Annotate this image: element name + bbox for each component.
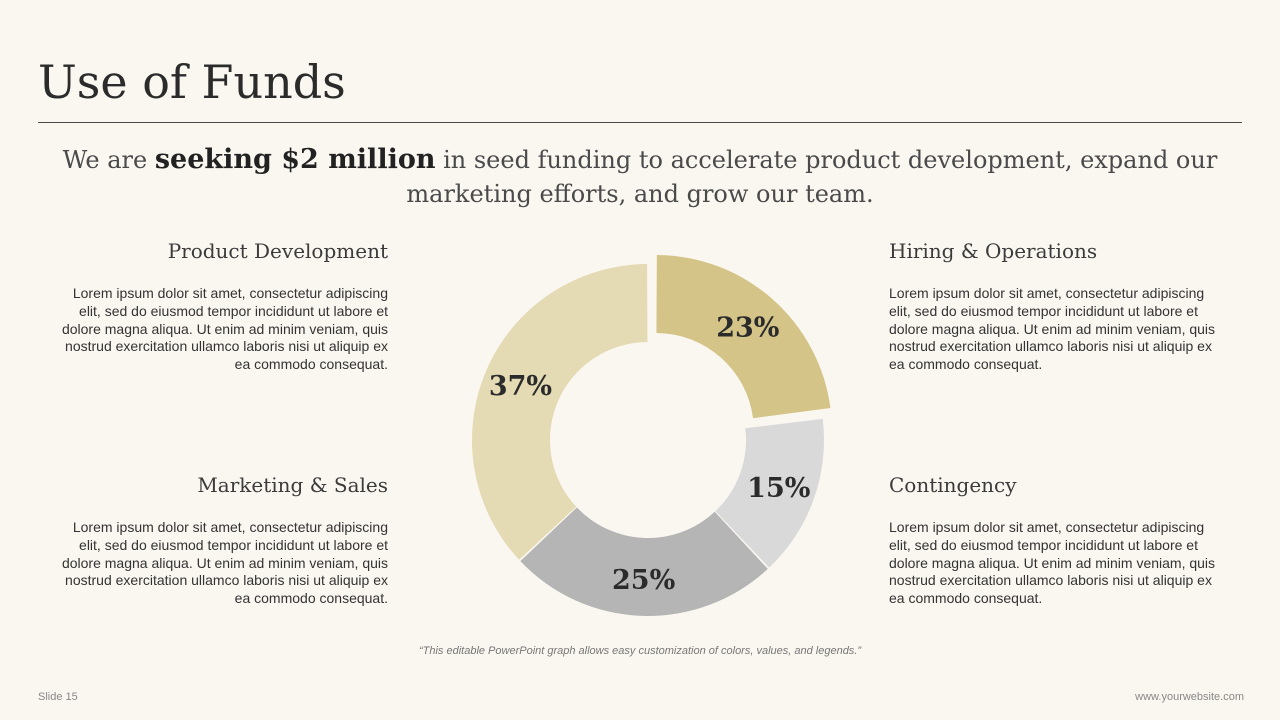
donut-label-3: 25%: [612, 565, 675, 596]
category-heading: Marketing & Sales: [197, 473, 388, 497]
intro-suffix: in seed funding to accelerate product de…: [406, 146, 1218, 208]
intro-text: We are seeking $2 million in seed fundin…: [60, 143, 1220, 211]
category-heading: Contingency: [889, 473, 1017, 497]
donut-chart: 23% 15% 25% 37%: [472, 255, 831, 616]
intro-prefix: We are: [62, 146, 155, 174]
category-heading: Product Development: [167, 239, 388, 263]
donut-slice-4: [472, 264, 648, 560]
slide-number: Slide 15: [38, 691, 78, 703]
slide-title: Use of Funds: [38, 55, 346, 109]
category-description: Lorem ipsum dolor sit amet, consectetur …: [889, 285, 1216, 373]
category-marketing-sales: Marketing & Sales Lorem ipsum dolor sit …: [58, 473, 388, 608]
category-hiring-operations: Hiring & Operations Lorem ipsum dolor si…: [889, 239, 1219, 374]
title-divider: [38, 122, 1242, 123]
category-description: Lorem ipsum dolor sit amet, consectetur …: [889, 519, 1216, 607]
donut-label-2: 15%: [747, 473, 810, 504]
category-contingency: Contingency Lorem ipsum dolor sit amet, …: [889, 473, 1219, 608]
category-description: Lorem ipsum dolor sit amet, consectetur …: [61, 519, 388, 607]
chart-note: “This editable PowerPoint graph allows e…: [418, 645, 862, 657]
donut-slice-1: [656, 255, 831, 419]
donut-label-1: 23%: [716, 313, 779, 344]
category-heading: Hiring & Operations: [889, 239, 1098, 263]
donut-label-4: 37%: [489, 371, 552, 402]
donut-slice-2: [715, 418, 824, 568]
category-product-development: Product Development Lorem ipsum dolor si…: [58, 239, 388, 374]
intro-highlight: seeking $2 million: [154, 144, 436, 175]
donut-slice-3: [520, 507, 768, 616]
category-description: Lorem ipsum dolor sit amet, consectetur …: [61, 285, 388, 373]
website-url: www.yourwebsite.com: [1135, 691, 1244, 703]
